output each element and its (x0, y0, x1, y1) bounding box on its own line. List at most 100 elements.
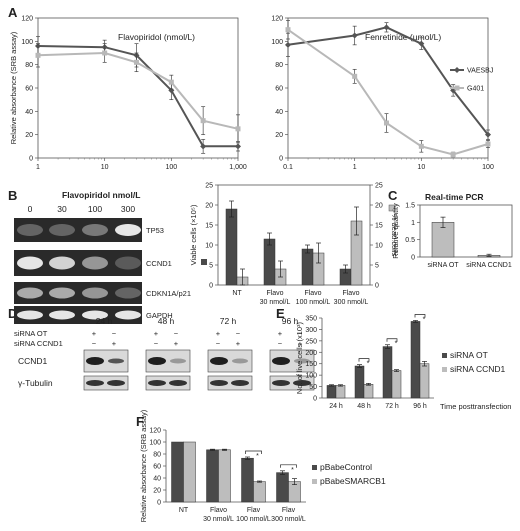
bar (326, 385, 337, 399)
bar (363, 384, 374, 399)
blot-band (86, 380, 104, 386)
y-tick-label: 40 (275, 109, 283, 116)
legend-label: siRNA OT (450, 350, 488, 360)
sign: − (298, 329, 303, 338)
blot-band (293, 380, 311, 386)
time-label: 24 h (96, 316, 113, 326)
blot-band (294, 358, 310, 364)
y-tick-label: 80 (25, 62, 33, 69)
blot-band (272, 357, 290, 365)
y-tick-label: 0 (29, 156, 33, 163)
y-tick-label: 25 (205, 183, 213, 190)
western-blot-b: Flavopiridol nmol/L 0 30 100 300 TP53 CCND1 CDK… (14, 190, 191, 324)
blot-band (272, 380, 290, 386)
blot-band (231, 380, 249, 386)
dose-label: 30 (57, 204, 67, 214)
x-tick-label: 1 (353, 164, 357, 171)
dose-label: 100 (88, 204, 102, 214)
x-tick-label: Flavo (342, 290, 359, 297)
time-label: 72 h (220, 316, 237, 326)
y-tick-label: 100 (271, 39, 283, 46)
y-tick-label: 0 (157, 500, 161, 507)
chart-e: 0 50 100 150 200 250 300 350 24 h 48 h 72 h 96 h No.… (295, 314, 511, 411)
x-tick-label: 1 (36, 164, 40, 171)
row-label: siRNA OT (14, 329, 48, 338)
panel-letter-f: F (136, 414, 144, 429)
panel-letter-d: D (8, 306, 17, 321)
y-tick-label: 250 (305, 338, 317, 345)
bar (382, 346, 393, 399)
bar (218, 449, 231, 503)
dose-label: 300 (121, 204, 135, 214)
legend-swatch (312, 465, 317, 470)
y-tick-label: 150 (305, 361, 317, 368)
series-line (287, 28, 489, 156)
y-tick-label: 100 (149, 440, 161, 447)
legend-swatch (312, 479, 317, 484)
blot-band (49, 224, 75, 236)
significance-mark: * (256, 453, 259, 460)
x-tick-label: Flav (282, 507, 296, 514)
chart-title: Flavopiridol (nmol/L) (118, 32, 195, 42)
x-tick-label: 100 (482, 164, 494, 171)
sign: − (112, 329, 117, 338)
y-tick-label: 60 (25, 86, 33, 93)
y-tick-label: 40 (153, 476, 161, 483)
blot-band (115, 287, 141, 299)
x-axis-label: Time posttransfection (440, 402, 511, 411)
chart-title: Fenretinide (µmol/L) (365, 32, 441, 42)
blot-row-label: GAPDH (146, 311, 173, 320)
sign: − (174, 329, 179, 338)
y2-tick-label: 5 (375, 263, 379, 270)
blot-band (148, 380, 166, 386)
blot-band (115, 224, 141, 236)
y-axis-label: No. of live cells (x10³) (295, 321, 304, 394)
significance-bracket (245, 450, 262, 454)
panel-letter-a: A (8, 5, 18, 20)
sign: − (92, 339, 97, 348)
x-tick-label: 72 h (385, 403, 399, 410)
sign: + (236, 339, 241, 348)
y-tick-label: 1 (411, 220, 415, 227)
y-tick-label: 20 (205, 203, 213, 210)
x-tick-label: 100 nmol/L (296, 299, 331, 306)
blot-band (82, 287, 108, 299)
legend-label: pBabeSMARCB1 (320, 476, 386, 486)
bar (391, 370, 402, 399)
data-point (418, 143, 424, 149)
x-tick-label: 1,000 (229, 164, 247, 171)
x-tick-label: siRNA OT (427, 262, 459, 269)
x-tick-label: 30 nmol/L (260, 299, 291, 306)
sign: − (278, 339, 283, 348)
bar (263, 238, 276, 286)
significance-mark: * (395, 341, 398, 348)
y-tick-label: 5 (209, 263, 213, 270)
y-tick-label: 0 (313, 396, 317, 403)
y2-tick-label: 20 (375, 203, 383, 210)
legend-label: VAESBJ (467, 68, 493, 75)
blot-strip (83, 349, 129, 373)
sign: + (92, 329, 97, 338)
y-tick-label: 50 (309, 384, 317, 391)
blot-band (86, 357, 104, 365)
blot-band (210, 357, 228, 365)
data-point (102, 50, 108, 56)
blot-band (82, 310, 108, 320)
significance-mark: * (423, 317, 426, 324)
y-tick-label: 0 (209, 283, 213, 290)
y-axis-label: Relative quantity (391, 203, 400, 259)
significance-mark: * (367, 361, 370, 368)
bar (335, 385, 346, 399)
time-label: 48 h (158, 316, 175, 326)
data-point (351, 32, 358, 39)
x-tick-label: Flav (247, 507, 261, 514)
sign: − (154, 339, 159, 348)
data-point (35, 52, 41, 58)
data-point (235, 126, 241, 132)
blot-band (17, 287, 43, 299)
y-tick-label: 100 (305, 373, 317, 380)
x-tick-label: NT (179, 507, 189, 514)
panel-letter-e: E (276, 306, 285, 321)
